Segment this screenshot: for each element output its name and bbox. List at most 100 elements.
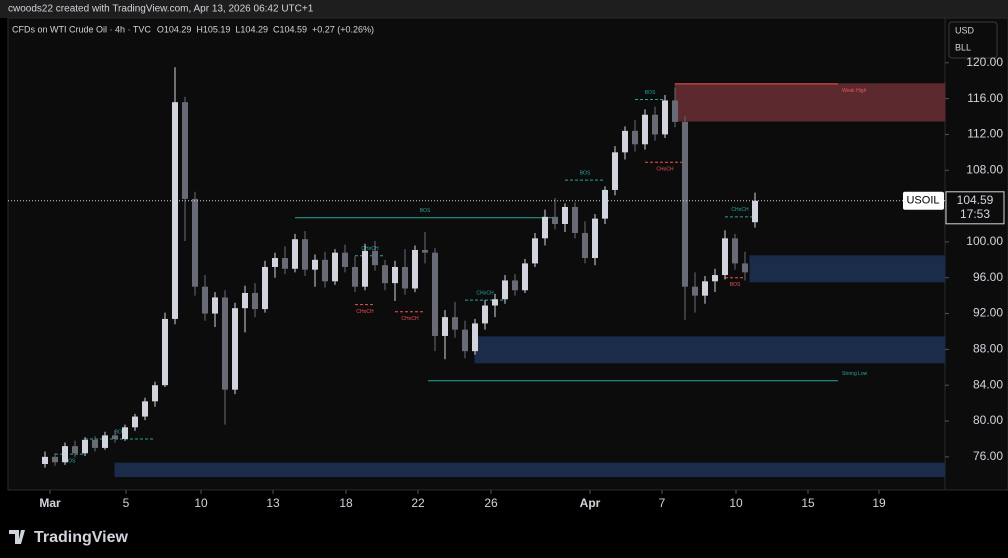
x-tick-label: 18 [339,496,353,510]
candle-body [162,318,168,386]
structure-label: BOS [730,282,741,288]
candle-body [192,198,198,287]
candle-body [522,263,528,291]
candle-body [442,317,448,336]
structure-label: CHoCH [356,309,374,315]
zone [674,83,946,122]
candle-body [182,102,188,199]
candle-body [542,216,548,239]
candle-body [492,299,498,306]
candle-body [132,416,138,428]
candle-body [82,439,88,454]
structure-label: Weak High [842,88,867,94]
x-tick-label: 10 [194,496,208,510]
structure-label: CHoCH [361,246,379,252]
x-tick-label: 5 [123,496,130,510]
candle-body [252,292,258,310]
candle-body [672,100,678,122]
candle-body [242,292,248,309]
brand-logo [9,530,25,544]
ohlc-label: O104.29 [157,24,192,34]
zone [474,336,946,364]
candle-body [652,114,658,135]
candle-body [62,446,68,463]
candle-body [382,265,388,284]
candle-body [512,280,518,291]
brand: TradingView [34,529,129,546]
candle-body [92,439,98,448]
candle-body [712,275,718,282]
candle-body [722,238,728,276]
candle-body [392,266,398,284]
y-tick-label: 84.00 [973,377,1003,391]
structure-label: BOS [115,429,126,435]
candle-body [152,385,158,402]
candle-body [72,446,78,454]
candle-body [372,250,378,266]
candle-body [682,121,688,287]
y-tick-label: 80.00 [973,413,1003,427]
structure-label: Strong Low [842,371,868,377]
x-tick-label: 22 [411,496,425,510]
plot: BOS BOS BOS CHoCH CHoCH CHoCH CHoCH BOS BOS CHoCH… [42,67,946,478]
zone [749,255,946,283]
candle-body [692,286,698,296]
candle-body [302,239,308,270]
candle-body [202,286,208,314]
x-tick-label: 7 [659,496,666,510]
legend: CFDs on WTI Crude Oil · 4h · TVC O104.29 H… [12,24,374,34]
x-tick-label: Mar [39,496,61,510]
zone [114,462,946,478]
y-tick-label: 100.00 [966,234,1003,248]
candle-body [222,297,228,390]
candle-body [42,456,48,465]
structure-label: CHoCH [476,290,494,296]
y-tick-label: 92.00 [973,306,1003,320]
candle-body [552,216,558,224]
x-tick-label: Apr [580,496,601,510]
y-tick-label: 96.00 [973,270,1003,284]
candle-body [422,249,428,253]
y-tick-label: 116.00 [967,91,1003,105]
candle-body [412,249,418,289]
structure-label: BOS [65,459,76,465]
y-tick-label: 88.00 [973,342,1003,356]
structure-label: CHoCH [401,316,419,322]
candle-body [642,114,648,145]
candle-body [612,152,618,190]
candle-body [502,280,508,300]
currency-box [948,21,998,59]
y-tick-label: 76.00 [973,449,1003,463]
candle-body [292,239,298,269]
structure-label: CHoCH [656,167,674,173]
ohlc-label: +0.27 (+0.26%) [312,24,374,34]
candle-body [172,102,178,319]
x-tick-label: 19 [872,496,886,510]
structure-label: BOS [420,208,431,214]
structure-label: CHoCH [731,207,749,213]
symbol-name: CFDs on WTI Crude Oil · 4h · TVC [12,24,151,34]
candle-body [282,258,288,269]
ohlc-label: C104.59 [273,24,307,34]
x-tick-label: 15 [801,496,815,510]
candle-body [742,263,748,273]
currency: USD [955,25,975,35]
candle-body [52,456,58,463]
candle-body [112,435,118,439]
credit: cwoods22 created with TradingView.com, A… [8,4,314,15]
symbol-box [903,191,944,210]
price-axis [944,17,1008,491]
x-tick-label: 13 [266,496,280,510]
candle-body [662,100,668,135]
candle-body [362,250,368,287]
top-bar [0,0,1008,18]
structure-label: BOS [645,90,656,96]
candle-body [342,252,348,267]
last-price-label: 104.59 [957,193,994,207]
candle-body [432,252,438,336]
structure-label: BOS [580,170,591,176]
candle-body [402,266,408,289]
candle-body [142,401,148,417]
